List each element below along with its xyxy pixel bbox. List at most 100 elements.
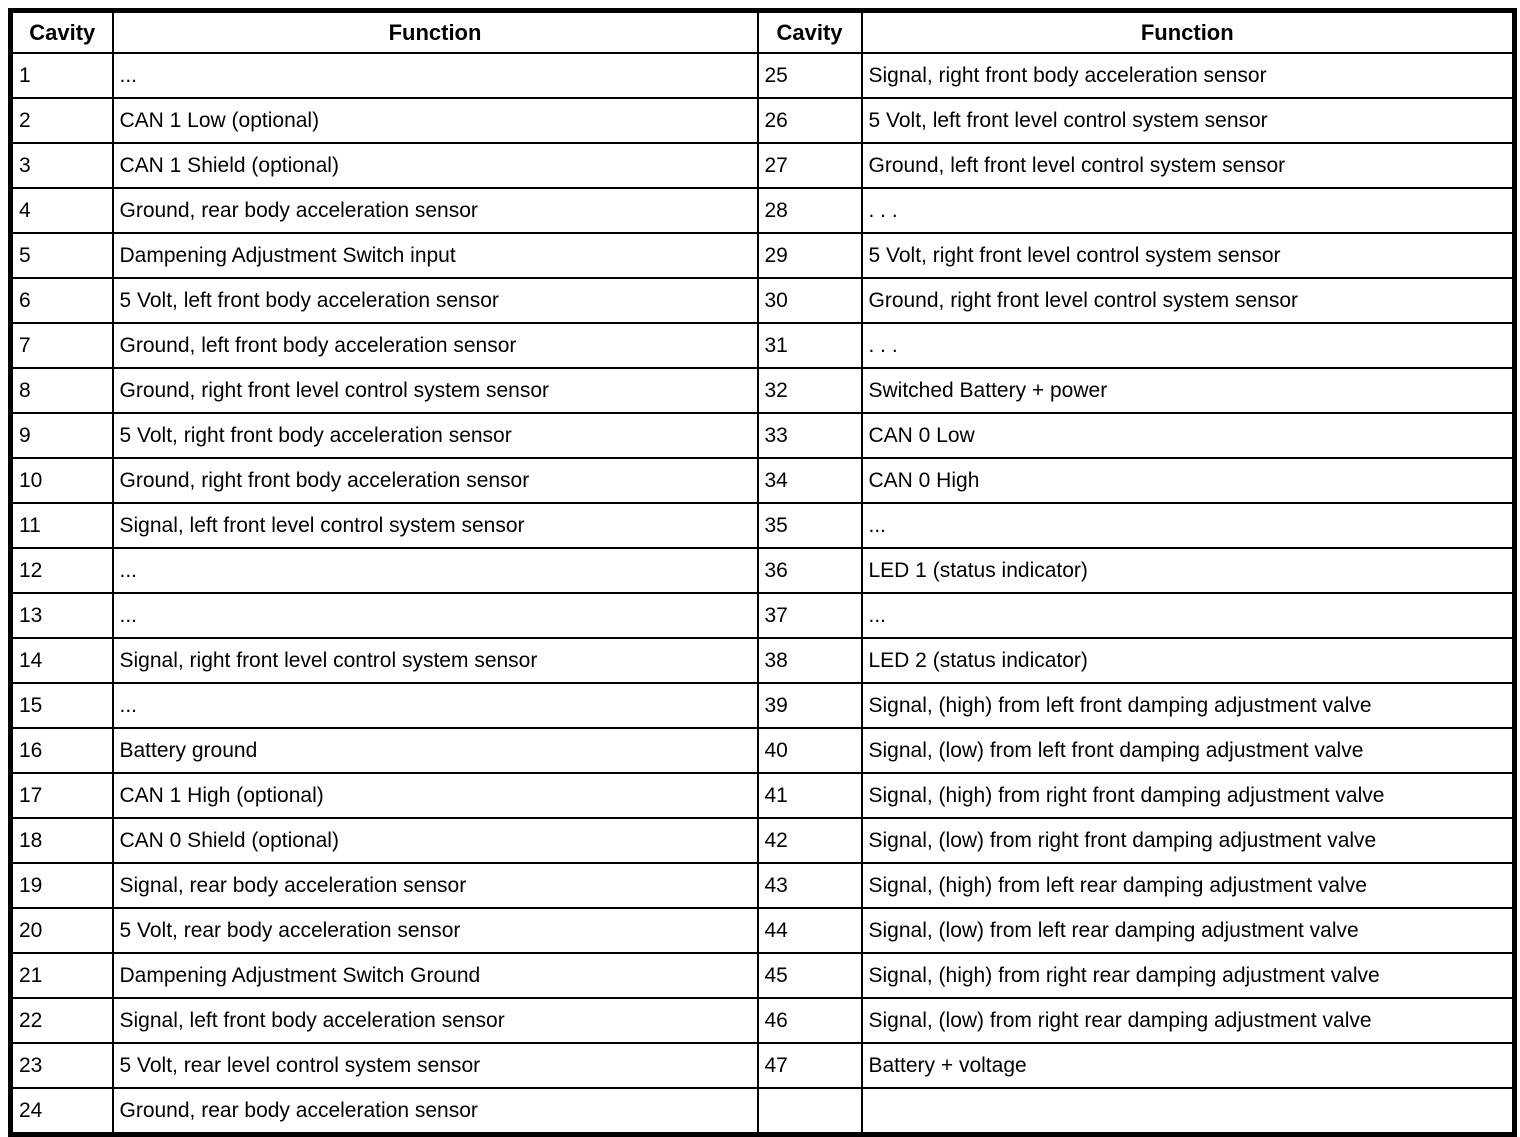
- cavity-cell: 7: [9, 322, 114, 369]
- cavity-cell: 8: [9, 367, 114, 414]
- function-cell: Ground, right front level control system…: [111, 367, 759, 414]
- cavity-cell: 41: [756, 772, 863, 819]
- cavity-cell: 11: [9, 502, 114, 549]
- function-cell: Signal, right front body acceleration se…: [860, 52, 1516, 99]
- cavity-cell: 26: [756, 97, 863, 144]
- function-cell: CAN 1 Low (optional): [111, 97, 759, 144]
- cavity-cell: 13: [9, 592, 114, 639]
- function-cell: Signal, (high) from left rear damping ad…: [860, 862, 1516, 909]
- cavity-cell: 45: [756, 952, 863, 999]
- cavity-cell: 29: [756, 232, 863, 279]
- function-cell: ...: [111, 682, 759, 729]
- function-cell: 5 Volt, rear body acceleration sensor: [111, 907, 759, 954]
- column-header-function-left: Function: [111, 9, 759, 54]
- table-row: 12... 36 LED 1 (status indicator): [9, 547, 1516, 594]
- cavity-cell: 36: [756, 547, 863, 594]
- cavity-cell: 44: [756, 907, 863, 954]
- table-row: 22 Signal, left front body acceleration s…: [9, 997, 1516, 1044]
- cavity-cell: 34: [756, 457, 863, 504]
- function-cell: CAN 1 Shield (optional): [111, 142, 759, 189]
- cavity-cell: 18: [9, 817, 114, 864]
- function-cell: CAN 0 Low: [860, 412, 1516, 459]
- function-cell: Ground, left front level control system …: [860, 142, 1516, 189]
- function-cell: 5 Volt, right front body acceleration se…: [111, 412, 759, 459]
- cavity-cell: [756, 1087, 863, 1136]
- cavity-cell: 15: [9, 682, 114, 729]
- function-cell: Battery ground: [111, 727, 759, 774]
- table-row: 4 Ground, rear body acceleration sensor 28…: [9, 187, 1516, 234]
- function-cell: Ground, right front body acceleration se…: [111, 457, 759, 504]
- function-cell: . . .: [860, 187, 1516, 234]
- table-row: 3 CAN 1 Shield (optional) 27 Ground, left f…: [9, 142, 1516, 189]
- cavity-cell: 17: [9, 772, 114, 819]
- table-row: 2 CAN 1 Low (optional) 26 5 Volt, left fron…: [9, 97, 1516, 144]
- function-cell: Ground, rear body acceleration sensor: [111, 1087, 759, 1136]
- cavity-cell: 30: [756, 277, 863, 324]
- function-cell: CAN 1 High (optional): [111, 772, 759, 819]
- function-cell: Ground, left front body acceleration sen…: [111, 322, 759, 369]
- function-cell: Ground, right front level control system…: [860, 277, 1516, 324]
- cavity-cell: 42: [756, 817, 863, 864]
- function-cell: Signal, left front body acceleration sen…: [111, 997, 759, 1044]
- table-row: 11 Signal, left front level control syste…: [9, 502, 1516, 549]
- function-cell: Signal, left front level control system …: [111, 502, 759, 549]
- cavity-cell: 22: [9, 997, 114, 1044]
- function-cell: 5 Volt, right front level control system…: [860, 232, 1516, 279]
- cavity-cell: 33: [756, 412, 863, 459]
- cavity-cell: 21: [9, 952, 114, 999]
- cavity-cell: 1: [9, 52, 114, 99]
- function-cell: ...: [111, 592, 759, 639]
- cavity-cell: 25: [756, 52, 863, 99]
- function-cell: CAN 0 High: [860, 457, 1516, 504]
- cavity-cell: 9: [9, 412, 114, 459]
- cavity-cell: 37: [756, 592, 863, 639]
- function-cell: LED 2 (status indicator): [860, 637, 1516, 684]
- table-row: 7 Ground, left front body acceleration se…: [9, 322, 1516, 369]
- function-cell: Signal, (low) from left front damping ad…: [860, 727, 1516, 774]
- function-cell: Signal, (high) from right front damping …: [860, 772, 1516, 819]
- document-page: Cavity Function Cavity Function 1... 25 Si…: [8, 8, 1517, 1137]
- function-cell: ...: [111, 547, 759, 594]
- cavity-cell: 43: [756, 862, 863, 909]
- cavity-cell: 28: [756, 187, 863, 234]
- function-cell: Ground, rear body acceleration sensor: [111, 187, 759, 234]
- function-cell: Signal, rear body acceleration sensor: [111, 862, 759, 909]
- table-row: 17 CAN 1 High (optional) 41 Signal, (high) …: [9, 772, 1516, 819]
- table-row: 5 Dampening Adjustment Switch input 29 5 Vo…: [9, 232, 1516, 279]
- table-row: 18 CAN 0 Shield (optional) 42 Signal, (low)…: [9, 817, 1516, 864]
- cavity-function-table: Cavity Function Cavity Function 1... 25 Si…: [8, 8, 1517, 1137]
- table-row: 19 Signal, rear body acceleration sensor 4…: [9, 862, 1516, 909]
- table-body: 1... 25 Signal, right front body accelerat…: [9, 52, 1516, 1136]
- cavity-cell: 4: [9, 187, 114, 234]
- cavity-cell: 20: [9, 907, 114, 954]
- cavity-cell: 12: [9, 547, 114, 594]
- table-row: 8 Ground, right front level control syste…: [9, 367, 1516, 414]
- function-cell: 5 Volt, left front body acceleration sen…: [111, 277, 759, 324]
- cavity-cell: 24: [9, 1087, 114, 1136]
- cavity-cell: 19: [9, 862, 114, 909]
- function-cell: Signal, (low) from right front damping a…: [860, 817, 1516, 864]
- cavity-cell: 31: [756, 322, 863, 369]
- cavity-cell: 35: [756, 502, 863, 549]
- cavity-cell: 47: [756, 1042, 863, 1089]
- table-header-row: Cavity Function Cavity Function: [9, 9, 1516, 54]
- cavity-cell: 14: [9, 637, 114, 684]
- cavity-cell: 32: [756, 367, 863, 414]
- table-row: 10 Ground, right front body acceleration …: [9, 457, 1516, 504]
- function-cell: 5 Volt, rear level control system sensor: [111, 1042, 759, 1089]
- function-cell: Signal, (high) from left front damping a…: [860, 682, 1516, 729]
- column-header-cavity-left: Cavity: [9, 9, 114, 54]
- function-cell: LED 1 (status indicator): [860, 547, 1516, 594]
- function-cell: Dampening Adjustment Switch Ground: [111, 952, 759, 999]
- function-cell: Signal, (low) from right rear damping ad…: [860, 997, 1516, 1044]
- cavity-cell: 23: [9, 1042, 114, 1089]
- cavity-cell: 40: [756, 727, 863, 774]
- table-row: 21 Dampening Adjustment Switch Ground 45 Si…: [9, 952, 1516, 999]
- table-row: 20 5 Volt, rear body acceleration sensor 4…: [9, 907, 1516, 954]
- table-row: 1... 25 Signal, right front body accelerat…: [9, 52, 1516, 99]
- column-header-cavity-right: Cavity: [756, 9, 863, 54]
- function-cell: ...: [860, 592, 1516, 639]
- function-cell: 5 Volt, left front level control system …: [860, 97, 1516, 144]
